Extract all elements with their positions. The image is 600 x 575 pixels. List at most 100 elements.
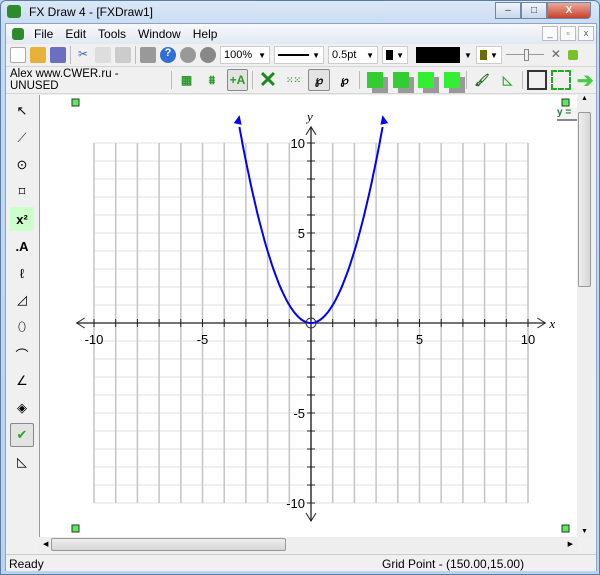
selection-handle: [561, 524, 570, 533]
scroll-up-button[interactable]: ▲: [581, 95, 588, 102]
menu-tools[interactable]: Tools: [98, 27, 127, 41]
lock-icon[interactable]: [567, 50, 578, 60]
properties-icon[interactable]: ◺: [502, 73, 513, 87]
x-axis-label: x: [548, 316, 555, 331]
send-back-icon[interactable]: [443, 72, 460, 88]
iso-grid-icon[interactable]: ⩩: [208, 72, 216, 87]
zoom-select[interactable]: 100% ▼: [220, 46, 270, 64]
ungroup-icon[interactable]: [550, 70, 571, 90]
mdi-restore-button[interactable]: ▫: [560, 26, 576, 41]
group-icon[interactable]: [527, 70, 547, 90]
grid-point-readout: Grid Point - (150.00,15.00): [382, 557, 525, 571]
help-icon[interactable]: ?: [160, 47, 176, 63]
graph-tool-icon[interactable]: ✔: [10, 423, 34, 447]
vertical-scroll-thumb[interactable]: [578, 112, 591, 287]
app-icon: [7, 5, 21, 18]
snap-point-icon[interactable]: ℘: [308, 69, 330, 91]
send-backward-icon[interactable]: [418, 72, 435, 88]
no-snap-icon[interactable]: ✕: [550, 47, 561, 61]
open-icon[interactable]: [30, 47, 46, 63]
scroll-down-button[interactable]: ▼: [581, 528, 588, 535]
curve-arrow: [233, 115, 242, 125]
doc-icon: [12, 28, 24, 40]
geometry-tool-icon[interactable]: ◺: [17, 454, 27, 469]
line-width-value: 0.5pt: [332, 49, 357, 61]
accept-icon[interactable]: [180, 47, 196, 63]
line-style-select[interactable]: ▼: [274, 46, 324, 64]
polygon-tool-icon[interactable]: ◿: [17, 292, 27, 307]
parabola-curve: [238, 126, 384, 324]
menu-bar: File Edit Tools Window Help _ ▫ x: [6, 24, 596, 44]
minimize-button[interactable]: –: [495, 2, 521, 19]
vertical-scrollbar[interactable]: ▲ ▼: [577, 95, 592, 537]
scroll-right-button[interactable]: ▶: [567, 541, 573, 548]
main-toolbar: ✂ ? 100% ▼ ▼ 0.5pt ▼ ▼ ▼ ▼ ✕: [6, 44, 596, 67]
zoom-value: 100%: [224, 49, 253, 61]
x-tick-label: -5: [197, 332, 209, 347]
y-axis-label: y: [305, 109, 313, 124]
ellipse-tool-icon[interactable]: ⬯: [17, 319, 27, 334]
x-axis-arrows: [75, 317, 547, 329]
bring-forward-icon[interactable]: [392, 72, 409, 88]
axes-icon[interactable]: ✕: [258, 67, 278, 92]
fill-tool-icon[interactable]: ◈: [17, 400, 27, 415]
x-tick-label: 5: [416, 332, 423, 347]
window-title: FX Draw 4 - [FXDraw1]: [29, 5, 154, 19]
save-icon[interactable]: [50, 47, 66, 63]
menu-help[interactable]: Help: [192, 27, 218, 41]
bring-front-icon[interactable]: [367, 72, 384, 88]
copy-icon[interactable]: [95, 47, 111, 63]
horizontal-scroll-thumb[interactable]: [51, 538, 286, 551]
menu-edit[interactable]: Edit: [65, 27, 87, 41]
equation-side-tab[interactable]: y =: [557, 107, 579, 121]
y-tick-label: 10: [291, 136, 305, 151]
format-painter-icon[interactable]: 🖌: [474, 73, 490, 87]
paste-icon[interactable]: [115, 47, 131, 63]
drawing-toolbar: Alex www.CWER.ru - UNUSED ▦ ⩩ +A ✕ ⁙⁙ ℘ …: [6, 67, 596, 94]
status-text: Ready: [9, 557, 44, 571]
new-icon[interactable]: [10, 47, 26, 63]
drawing-canvas[interactable]: -10 -5 5 10 10 5 -5 -10 x y y =: [39, 95, 579, 537]
select-tool-icon[interactable]: ↖: [16, 103, 28, 118]
angle-tool-icon[interactable]: ∠: [16, 373, 28, 388]
menu-window[interactable]: Window: [138, 27, 181, 41]
selection-handle: [71, 98, 80, 107]
circle-tool-icon[interactable]: ⊙: [16, 157, 28, 172]
curve-arrow: [380, 115, 389, 125]
menu-file[interactable]: File: [34, 27, 54, 41]
user-label: Alex www.CWER.ru - UNUSED: [10, 68, 119, 92]
freehand-tool-icon[interactable]: ℓ: [19, 265, 25, 281]
cancel-icon[interactable]: [200, 47, 216, 63]
equation-tool-icon[interactable]: x²: [10, 207, 34, 231]
dot-grid-icon[interactable]: ⁙⁙: [285, 74, 302, 85]
fill-style-button[interactable]: ▼: [475, 46, 502, 64]
y-tick-label: -5: [293, 406, 305, 421]
vertex-point: [305, 317, 317, 329]
next-arrow-icon[interactable]: ➔: [576, 69, 594, 92]
grid-icon[interactable]: ▦: [180, 73, 193, 87]
maximize-button[interactable]: □: [521, 2, 547, 19]
line-width-select[interactable]: 0.5pt ▼: [328, 46, 378, 64]
rectangle-tool-icon[interactable]: ⌑: [18, 184, 26, 199]
close-button[interactable]: X: [547, 2, 591, 19]
y-axis-arrows: [305, 125, 317, 522]
tool-palette: ↖ ⟋ ⊙ ⌑ x² .A ℓ ◿ ⬯ ⌒ ∠ ◈ ✔ ◺: [6, 96, 38, 506]
text-tool-icon[interactable]: .A: [15, 238, 29, 254]
x-tick-label: 10: [521, 332, 535, 347]
mdi-close-button[interactable]: x: [578, 26, 594, 41]
fill-color-swatch[interactable]: [416, 47, 460, 63]
scroll-left-button[interactable]: ◀: [43, 541, 49, 548]
print-icon[interactable]: [140, 47, 156, 63]
line-tool-icon[interactable]: ⟋: [17, 130, 27, 145]
snap-object-icon[interactable]: ℘: [340, 73, 349, 87]
arc-tool-icon[interactable]: ⌒: [15, 347, 29, 363]
mdi-minimize-button[interactable]: _: [542, 26, 558, 41]
axis-label-icon[interactable]: +A: [226, 69, 249, 91]
selection-handle: [561, 98, 570, 107]
line-style-preview: [278, 54, 310, 56]
y-tick-label: 5: [298, 226, 305, 241]
horizontal-scrollbar[interactable]: ◀ ▶: [39, 537, 577, 552]
transparency-slider[interactable]: [505, 49, 544, 61]
line-color-button[interactable]: ▼: [382, 46, 408, 64]
